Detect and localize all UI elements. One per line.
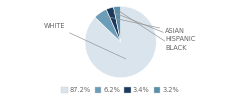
Legend: 87.2%, 6.2%, 3.4%, 3.2%: 87.2%, 6.2%, 3.4%, 3.2%	[61, 87, 179, 93]
Text: HISPANIC: HISPANIC	[114, 12, 196, 42]
Wedge shape	[106, 7, 121, 42]
Wedge shape	[85, 6, 156, 78]
Text: WHITE: WHITE	[44, 23, 126, 59]
Text: ASIAN: ASIAN	[105, 16, 185, 34]
Wedge shape	[95, 9, 121, 42]
Text: BLACK: BLACK	[120, 12, 187, 51]
Wedge shape	[114, 6, 121, 42]
